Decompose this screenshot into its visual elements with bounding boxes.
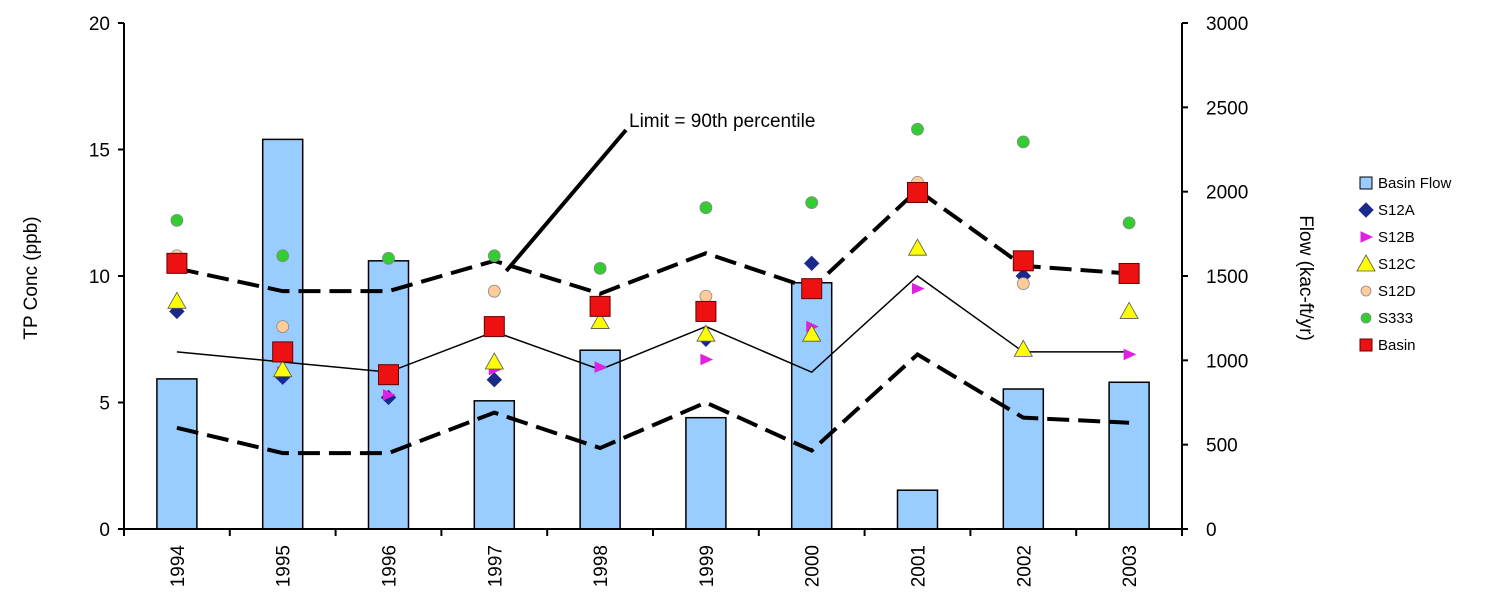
marker-s333-1996 [382, 251, 395, 265]
legend-basin-flow-swatch [1359, 176, 1373, 190]
marker-s12d-1997 [487, 284, 501, 298]
marker-s12b-2001 [912, 282, 925, 295]
legend-s12a-swatch [1358, 202, 1374, 218]
marker-s12d-1999 [699, 289, 713, 303]
bar-2003 [1108, 381, 1150, 530]
bar-1995 [261, 138, 304, 530]
x-tick-label-1995: 1995 [274, 545, 295, 587]
marker-s333-2000 [805, 196, 819, 210]
bar-1998 [579, 349, 621, 530]
marker-basin-1999 [695, 300, 717, 322]
marker-s333-1998 [593, 262, 607, 275]
marker-s12c-2002 [1013, 339, 1033, 357]
y-right-tick-label-1000: 1000 [1206, 351, 1248, 372]
y-axis-left-title: TP Conc (ppb) [21, 216, 42, 339]
marker-basin-2001 [907, 182, 928, 204]
y-right-tick-label-2000: 2000 [1206, 183, 1248, 204]
legend-s333-label: S333 [1378, 310, 1413, 327]
marker-s12c-1999 [696, 324, 716, 342]
marker-s12c-1994 [167, 291, 187, 309]
legend-s12d-label: S12D [1378, 283, 1416, 300]
x-tick-label-1998: 1998 [591, 545, 612, 587]
marker-s12c-1997 [484, 352, 504, 370]
lines-layer [176, 187, 1130, 456]
bar-2002 [1002, 388, 1045, 530]
x-tick-label-1999: 1999 [697, 545, 718, 587]
line-lower [176, 351, 1130, 456]
legend-basin-swatch [1359, 338, 1373, 352]
marker-basin-1994 [166, 252, 188, 274]
markers-layer [166, 122, 1140, 406]
marker-s12d-1995 [276, 320, 290, 334]
y-axis-right-title: Flow (kac-ft/yr) [1295, 215, 1316, 341]
legend-s12c-swatch [1356, 254, 1376, 272]
y-left-tick-label-20: 20 [89, 14, 110, 35]
marker-s333-1995 [276, 249, 290, 263]
marker-basin-1996 [378, 364, 399, 386]
y-left-tick-label-5: 5 [99, 394, 110, 415]
marker-s333-2003 [1122, 216, 1136, 230]
legend-s12b-label: S12B [1378, 229, 1415, 246]
marker-basin-1997 [483, 316, 505, 338]
marker-s12a-1997 [486, 372, 503, 388]
legend-s12c-label: S12C [1378, 256, 1416, 273]
x-tick-label-2000: 2000 [803, 545, 824, 587]
annotation-text: Limit = 90th percentile [629, 111, 815, 132]
y-left-tick-label-15: 15 [89, 141, 110, 162]
annotation-arrow [504, 128, 628, 273]
marker-s12d-2002 [1016, 277, 1030, 290]
marker-basin-1998 [589, 295, 611, 317]
y-right-tick-label-0: 0 [1206, 520, 1217, 541]
marker-s12b-1999 [700, 353, 714, 366]
x-tick-label-2003: 2003 [1120, 545, 1141, 587]
legend: Basin Flow S12A S12B S12C S12D S333 Basin [1356, 175, 1452, 354]
legend-s12d-swatch [1360, 285, 1372, 297]
axes-layer: 0 5 10 15 20 0 500 1000 1500 2000 2500 3000 1994 1995… [89, 14, 1248, 587]
marker-s333-1999 [699, 201, 713, 215]
legend-s12a-label: S12A [1378, 202, 1415, 219]
y-left-tick-label-0: 0 [99, 520, 110, 541]
marker-s12c-2001 [907, 238, 928, 256]
y-right-tick-label-500: 500 [1206, 436, 1238, 457]
y-left-tick-label-10: 10 [89, 267, 110, 288]
marker-basin-2000 [801, 278, 823, 300]
bar-2001 [896, 489, 939, 530]
marker-s333-1994 [170, 213, 184, 227]
marker-s12b-2003 [1123, 348, 1137, 361]
x-tick-label-2001: 2001 [909, 545, 930, 587]
x-tick-label-1994: 1994 [168, 545, 189, 588]
legend-basin-label: Basin [1378, 337, 1416, 354]
y-right-tick-label-3000: 3000 [1206, 14, 1248, 35]
marker-s12b-1998 [594, 361, 608, 373]
marker-s333-1997 [487, 249, 501, 263]
marker-basin-2002 [1012, 250, 1034, 272]
line-upper [176, 187, 1130, 296]
bars-layer [156, 138, 1150, 530]
marker-s12c-2000 [802, 324, 822, 342]
marker-basin-2003 [1118, 262, 1140, 284]
bar-1999 [685, 416, 727, 530]
bar-1997 [473, 400, 516, 530]
marker-s12b-1996 [383, 389, 396, 401]
marker-s12a-2000 [803, 255, 820, 272]
x-tick-label-1996: 1996 [380, 545, 401, 587]
bar-2000 [790, 281, 833, 530]
marker-s333-2002 [1016, 135, 1030, 149]
y-right-tick-label-1500: 1500 [1206, 267, 1248, 288]
legend-s333-swatch [1360, 312, 1372, 324]
annotation-layer: Limit = 90th percentile [504, 111, 815, 273]
marker-s12c-2003 [1119, 301, 1139, 319]
marker-s333-2001 [911, 122, 924, 136]
marker-s12c-1995 [273, 359, 293, 378]
marker-s12c-1998 [590, 311, 610, 329]
y-right-tick-label-2500: 2500 [1206, 98, 1248, 119]
legend-s12b-swatch [1360, 231, 1374, 243]
x-tick-label-1997: 1997 [485, 545, 506, 587]
legend-basin-flow-label: Basin Flow [1378, 175, 1452, 192]
bar-1994 [156, 378, 198, 530]
marker-basin-1995 [272, 341, 294, 363]
x-tick-label-2002: 2002 [1014, 545, 1035, 587]
